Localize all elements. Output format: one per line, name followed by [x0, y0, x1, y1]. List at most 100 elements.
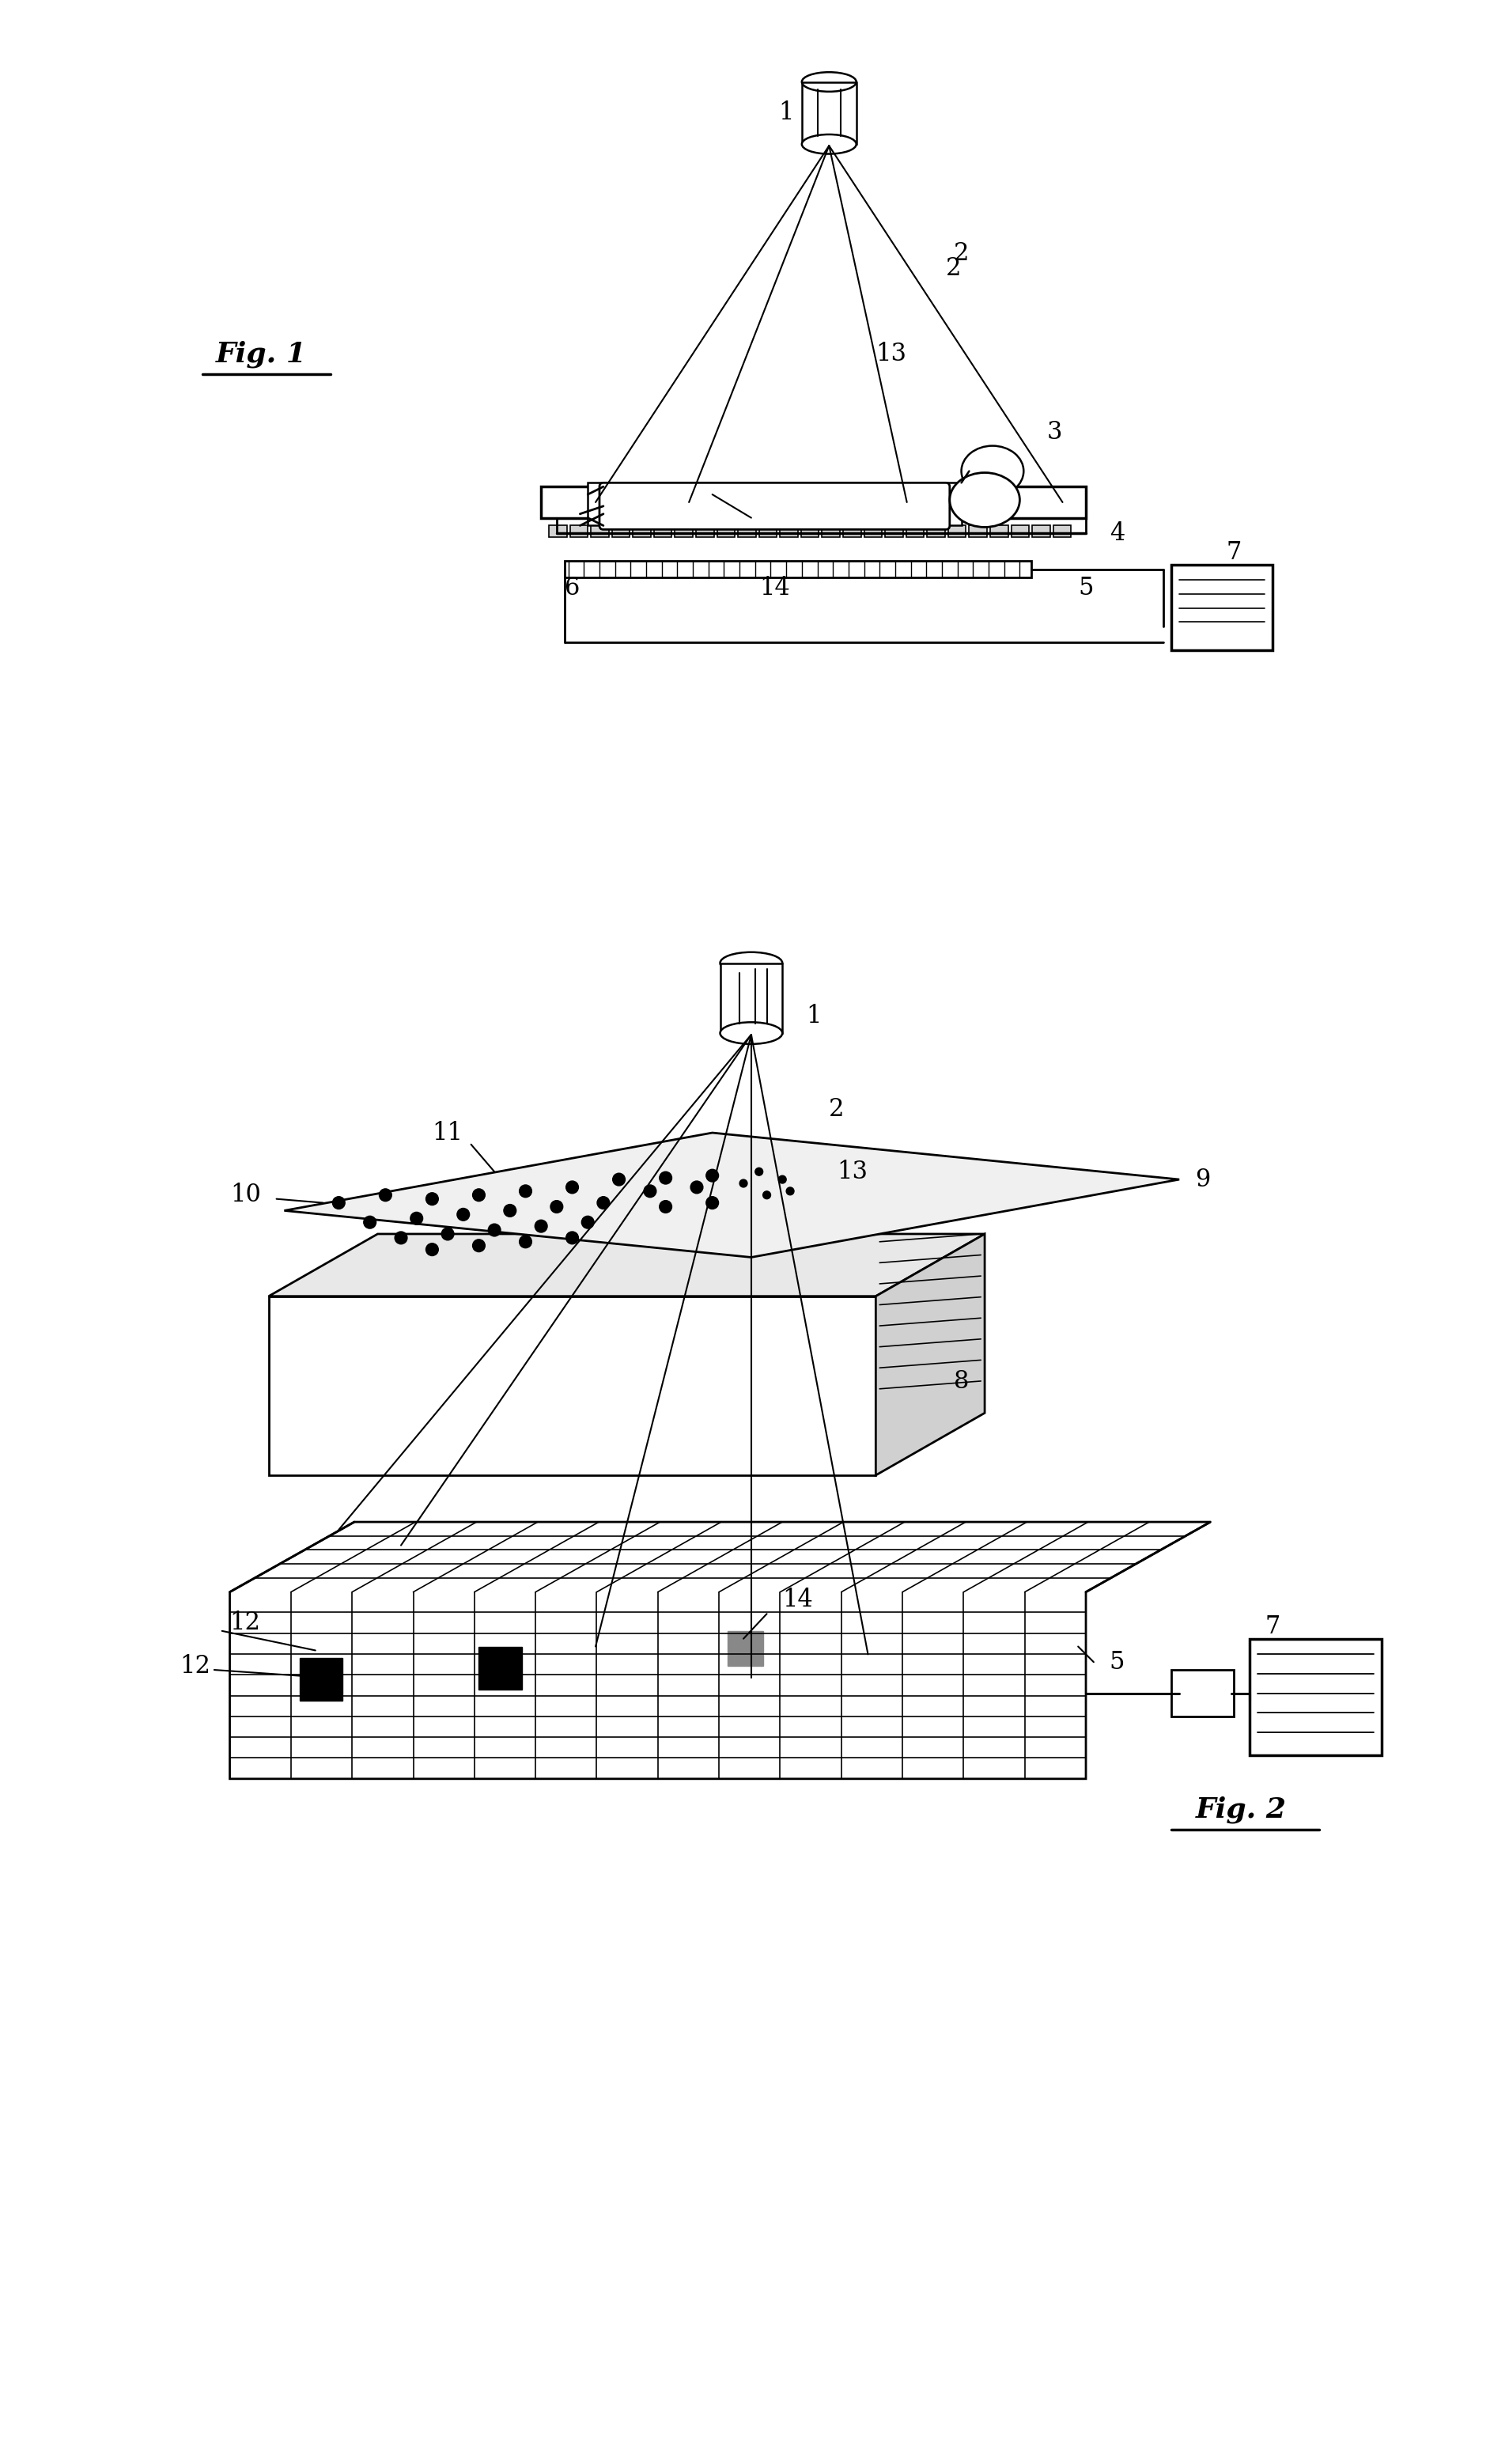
Bar: [675, 525, 693, 537]
Text: 10: 10: [229, 1183, 261, 1207]
Circle shape: [660, 1200, 672, 1212]
Circle shape: [364, 1217, 375, 1230]
Circle shape: [706, 1170, 718, 1183]
Text: Fig. 1: Fig. 1: [216, 340, 307, 367]
Circle shape: [395, 1232, 407, 1244]
Text: Fig. 2: Fig. 2: [1196, 1796, 1287, 1823]
Text: 7: 7: [1265, 1614, 1280, 1639]
FancyBboxPatch shape: [599, 483, 949, 530]
Bar: [541, 488, 1086, 517]
Circle shape: [535, 1220, 547, 1232]
Bar: [569, 525, 587, 537]
Circle shape: [520, 1185, 532, 1198]
Circle shape: [504, 1205, 516, 1217]
Bar: [927, 525, 945, 537]
Text: 2: 2: [828, 1096, 845, 1121]
Text: 3: 3: [1047, 419, 1062, 444]
Polygon shape: [876, 1234, 985, 1476]
Bar: [843, 525, 861, 537]
Bar: [1171, 1671, 1234, 1717]
Circle shape: [612, 1173, 626, 1185]
Bar: [885, 525, 903, 537]
Circle shape: [472, 1239, 486, 1252]
Bar: [1249, 1639, 1381, 1754]
Bar: [948, 525, 966, 537]
Circle shape: [410, 1212, 423, 1225]
Polygon shape: [229, 1523, 1210, 1779]
Ellipse shape: [802, 136, 857, 153]
Circle shape: [690, 1180, 703, 1193]
Bar: [781, 525, 799, 537]
Bar: [906, 525, 924, 537]
Circle shape: [778, 1175, 787, 1183]
Ellipse shape: [961, 446, 1024, 495]
Bar: [478, 1646, 522, 1690]
Text: 5: 5: [1110, 1651, 1125, 1676]
Bar: [969, 525, 986, 537]
Text: 12: 12: [179, 1653, 210, 1678]
Circle shape: [550, 1200, 563, 1212]
Bar: [654, 525, 672, 537]
Circle shape: [472, 1188, 486, 1202]
Bar: [802, 81, 857, 145]
Bar: [758, 525, 776, 537]
Text: 14: 14: [760, 577, 790, 601]
Circle shape: [520, 1234, 532, 1247]
Text: 12: 12: [229, 1611, 261, 1636]
Bar: [565, 562, 1031, 577]
Text: 14: 14: [782, 1587, 814, 1611]
Circle shape: [597, 1198, 609, 1210]
Circle shape: [566, 1232, 578, 1244]
Bar: [299, 1658, 343, 1700]
Circle shape: [739, 1180, 748, 1188]
Text: 4: 4: [1110, 520, 1125, 545]
Bar: [633, 525, 651, 537]
Text: 1: 1: [806, 1003, 821, 1027]
Circle shape: [706, 1198, 718, 1210]
Bar: [1033, 525, 1050, 537]
Circle shape: [332, 1198, 346, 1210]
Polygon shape: [285, 1133, 1179, 1257]
Ellipse shape: [720, 951, 782, 973]
Circle shape: [426, 1193, 438, 1205]
Polygon shape: [268, 1234, 985, 1296]
Circle shape: [581, 1217, 595, 1230]
Bar: [1171, 564, 1272, 650]
Text: 6: 6: [565, 577, 580, 601]
Ellipse shape: [720, 1023, 782, 1045]
Text: 11: 11: [432, 1121, 463, 1146]
Bar: [268, 1296, 876, 1476]
Text: 13: 13: [837, 1161, 867, 1183]
Bar: [1053, 525, 1071, 537]
Circle shape: [787, 1188, 794, 1195]
Bar: [717, 525, 735, 537]
Bar: [802, 525, 820, 537]
Circle shape: [644, 1185, 656, 1198]
Bar: [991, 525, 1009, 537]
Ellipse shape: [949, 473, 1019, 527]
Text: 13: 13: [876, 342, 907, 367]
Polygon shape: [587, 483, 961, 525]
Circle shape: [380, 1188, 392, 1202]
Bar: [729, 1631, 763, 1666]
Bar: [696, 525, 714, 537]
Circle shape: [566, 1180, 578, 1193]
Circle shape: [763, 1190, 770, 1200]
Circle shape: [457, 1207, 469, 1220]
Text: 7: 7: [1226, 540, 1241, 564]
Text: 5: 5: [1079, 577, 1094, 601]
Text: 2: 2: [954, 241, 968, 266]
Circle shape: [489, 1225, 501, 1237]
Text: 9: 9: [1195, 1168, 1210, 1193]
Text: 1: 1: [779, 101, 794, 126]
Ellipse shape: [802, 71, 857, 91]
Bar: [720, 963, 782, 1032]
Circle shape: [660, 1173, 672, 1185]
Circle shape: [755, 1168, 763, 1175]
Bar: [864, 525, 882, 537]
Bar: [612, 525, 630, 537]
Bar: [1012, 525, 1030, 537]
Bar: [592, 525, 609, 537]
Text: 2: 2: [946, 256, 961, 281]
Bar: [738, 525, 755, 537]
